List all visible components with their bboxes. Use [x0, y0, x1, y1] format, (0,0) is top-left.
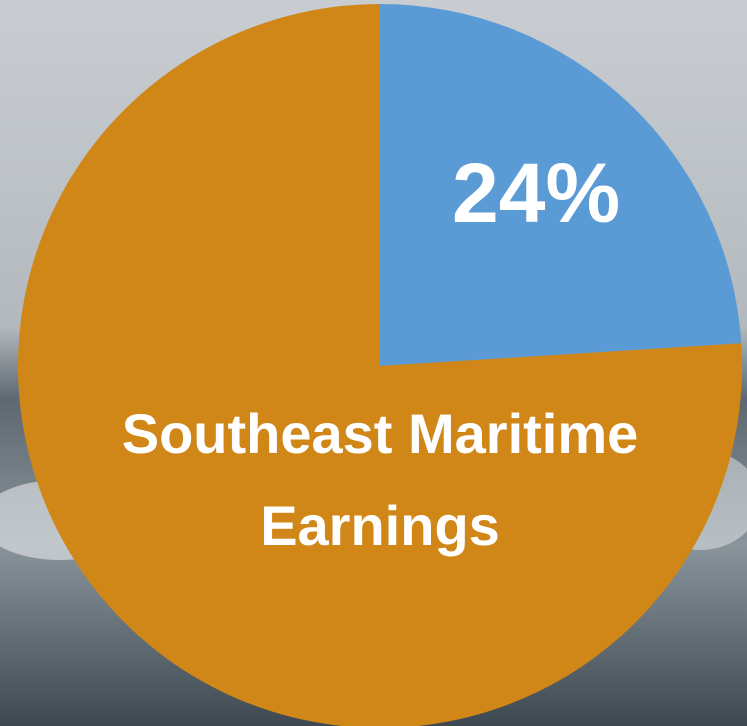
chart-title: Southeast Maritime Earnings: [121, 402, 639, 557]
pie-slice: [18, 4, 742, 726]
value-label: 24%: [452, 146, 620, 240]
pie-slice: [380, 4, 742, 366]
